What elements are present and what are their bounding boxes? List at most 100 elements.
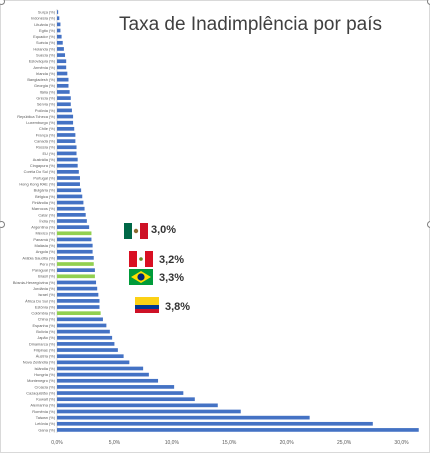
peru-flag (129, 251, 153, 267)
category-label: Kuwait (%) (36, 397, 56, 402)
category-label: EU (%) (42, 151, 55, 156)
bar (57, 65, 67, 70)
category-label: Finlândia (%) (32, 200, 56, 205)
bar (57, 126, 75, 131)
resize-handle-middle-right[interactable] (427, 221, 430, 228)
bar (57, 231, 92, 236)
bar (57, 120, 74, 125)
category-label: Marrocos (%) (32, 206, 56, 211)
category-label: Jordânia (%) (33, 286, 56, 291)
category-label: Letônia (%) (35, 421, 56, 426)
bar (57, 90, 70, 94)
bar (57, 151, 77, 156)
category-label: Bangladesh (%) (27, 77, 55, 82)
bar (57, 317, 103, 322)
category-label: Sérvia (%) (37, 102, 56, 107)
bar (57, 206, 85, 211)
category-label: Georgia (%) (34, 83, 56, 88)
bar (57, 145, 77, 150)
bar (57, 182, 80, 186)
category-label: Armênia (%) (33, 65, 55, 70)
bar (57, 305, 100, 309)
bar (57, 385, 175, 389)
category-label: Filipinas (%) (34, 347, 56, 352)
bar (57, 329, 110, 334)
bar (57, 157, 78, 162)
bar (57, 114, 74, 119)
bar (57, 53, 66, 57)
category-label: Angola (%) (36, 249, 56, 254)
category-label: Montenegro (%) (27, 378, 56, 383)
x-tick-label: 10,0% (165, 440, 180, 446)
bar (57, 299, 100, 303)
bar (57, 47, 64, 51)
category-label: Peru (%) (40, 261, 56, 266)
x-tick-label: 5,0% (109, 440, 121, 446)
x-tick-label: 20,0% (280, 440, 295, 446)
category-label: Espanha (%) (33, 323, 56, 328)
category-label: Irlanda (%) (36, 71, 56, 76)
category-label: República Tcheca (%) (17, 114, 55, 119)
bar (57, 34, 62, 39)
bar (57, 108, 72, 113)
bar (57, 274, 95, 279)
resize-handle-top-left[interactable] (0, 0, 5, 5)
category-label: Bélgica (%) (35, 194, 56, 199)
bar (57, 421, 373, 426)
category-label: Hong Kong RAE (%) (19, 182, 55, 187)
bar (57, 378, 159, 383)
bar (57, 96, 71, 100)
bar (57, 397, 195, 402)
peru-value-label: 3,2% (159, 254, 185, 266)
category-label: Islândia (%) (34, 366, 55, 371)
category-label: Brasil (%) (38, 274, 56, 279)
bar (57, 268, 95, 273)
category-label: África Do Sul (%) (25, 298, 56, 303)
category-label: Taiwan (%) (36, 415, 56, 420)
bar (57, 77, 69, 82)
bar (57, 292, 99, 297)
category-label: Israel (%) (38, 292, 55, 297)
bar (57, 249, 93, 254)
category-label: Grécia (%) (36, 96, 55, 101)
category-label: Estônia (%) (35, 304, 56, 309)
category-label: Equador (%) (33, 34, 56, 39)
category-label: Gana (%) (38, 427, 55, 432)
resize-handle-top-right[interactable] (427, 0, 430, 5)
bar (57, 342, 115, 346)
category-label: Paraguai (%) (32, 268, 55, 273)
category-label: Egito (%) (39, 28, 56, 33)
brazil-flag (129, 269, 153, 285)
bar (57, 360, 130, 365)
bar (57, 200, 84, 205)
resize-handle-middle-left[interactable] (0, 221, 5, 228)
category-label: Coréia Do Sul (%) (24, 169, 56, 174)
category-label: Austrália (%) (33, 157, 56, 162)
category-label: Colômbia (%) (31, 311, 55, 316)
category-label: Holanda (%) (33, 46, 55, 51)
bar (57, 213, 86, 217)
bar (57, 262, 94, 266)
bar (57, 139, 76, 143)
category-label: Polônia (%) (35, 108, 56, 113)
bar (57, 71, 68, 76)
category-label: Argentina (%) (31, 225, 55, 230)
bar (57, 83, 69, 88)
x-tick-label: 25,0% (337, 440, 352, 446)
bar (57, 354, 124, 359)
category-label: Nova Zelândia (%) (23, 360, 56, 365)
category-label: Rússia (%) (36, 145, 56, 150)
bar (57, 391, 184, 395)
bar (57, 225, 90, 229)
category-label: Áustria (%) (36, 354, 56, 359)
bar (57, 286, 98, 291)
category-label: Panamá (%) (33, 237, 55, 242)
bar (57, 428, 419, 432)
category-label: Lituânia (%) (34, 22, 55, 27)
category-label: Bósnia-Herzegóvina (%) (13, 280, 56, 285)
bar (57, 176, 80, 180)
category-label: Itália (%) (40, 89, 56, 94)
bar (57, 16, 60, 21)
category-label: Hungria (%) (34, 372, 55, 377)
